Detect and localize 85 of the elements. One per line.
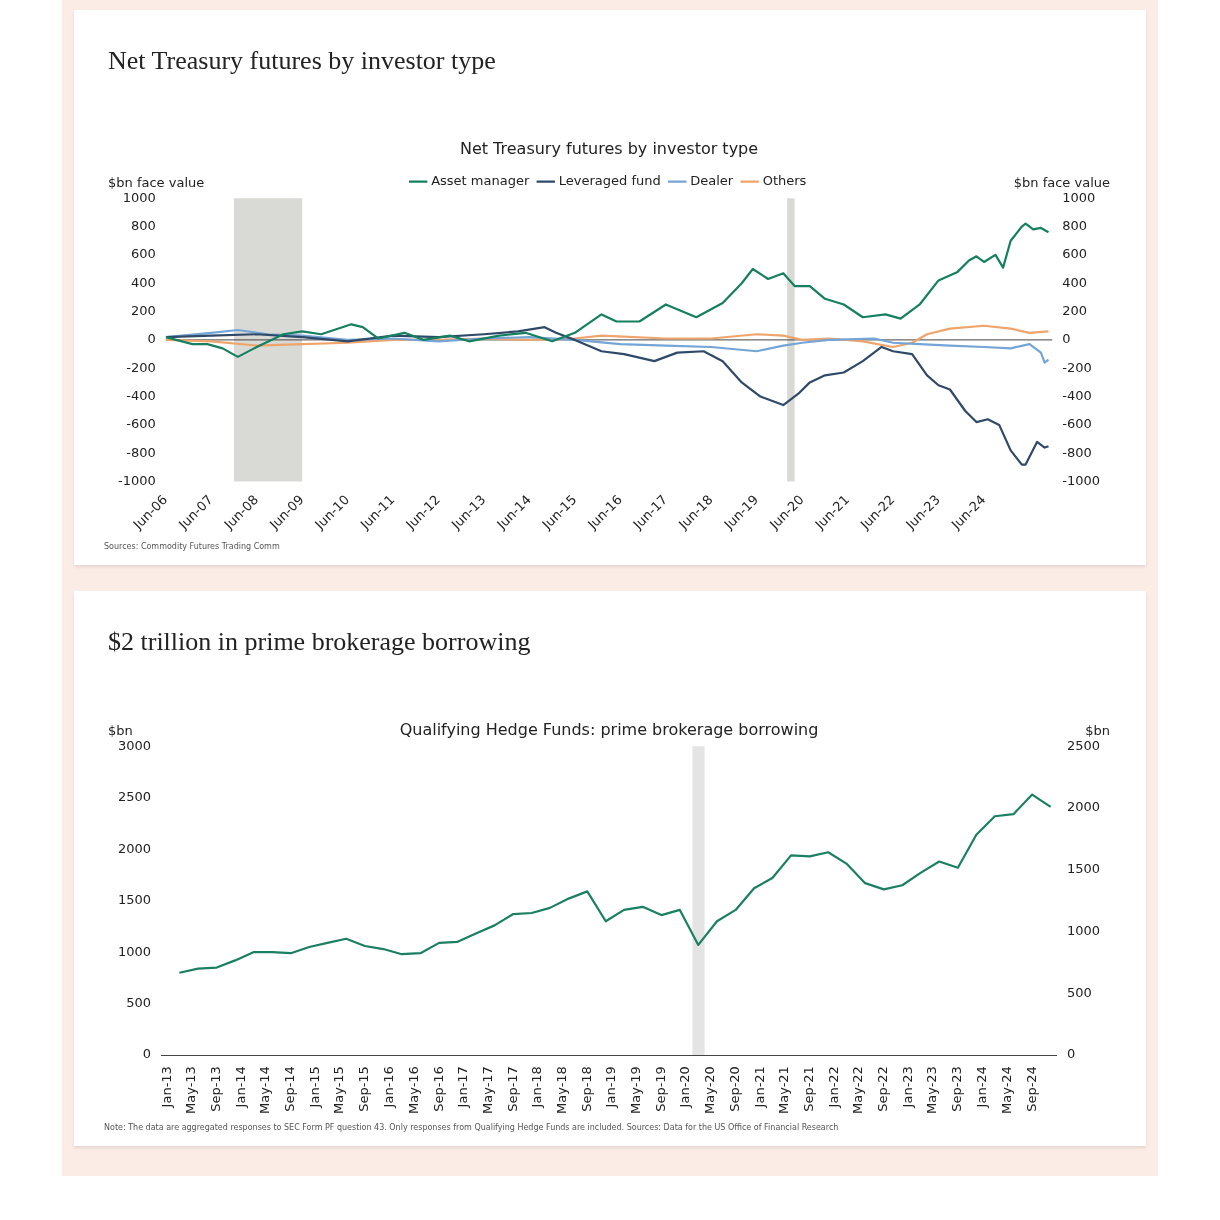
x-tick-label: May-15 (331, 1066, 347, 1115)
x-tick-label: Sep-19 (652, 1066, 668, 1112)
y2-tick-label: 600 (1062, 246, 1088, 262)
chart-subtitle: Net Treasury futures by investor type (459, 138, 759, 158)
legend-label: Leveraged fund (558, 173, 661, 189)
y-tick-label: -400 (126, 387, 156, 403)
legend-label: Others (762, 173, 807, 189)
x-tick-label: Jan-13 (158, 1066, 174, 1109)
y-axis-title: $bn face value (108, 175, 205, 191)
x-tick-label: Jan-16 (380, 1066, 396, 1109)
y-tick-label: 500 (126, 995, 152, 1011)
x-tick-label: May-22 (850, 1066, 866, 1115)
x-tick-label: Sep-14 (282, 1066, 298, 1112)
y2-tick-label: 2500 (1066, 737, 1101, 753)
y-tick-label: 3000 (117, 737, 152, 753)
y2-tick-label: 2000 (1066, 799, 1101, 815)
x-tick-label: Sep-17 (504, 1066, 520, 1112)
y-tick-label: -1000 (117, 472, 156, 488)
y-tick-label: 400 (130, 274, 156, 290)
x-tick-label: May-18 (553, 1066, 569, 1115)
y2-tick-label: -1000 (1062, 472, 1101, 488)
y2-tick-label: 1000 (1062, 189, 1096, 205)
y2-axis-title: $bn (1085, 723, 1110, 739)
x-tick-label: May-17 (479, 1066, 495, 1115)
x-tick-label: Sep-20 (727, 1066, 743, 1112)
x-tick-label: Jan-15 (306, 1066, 322, 1109)
y-tick-label: 800 (130, 217, 156, 233)
chart-subtitle: Qualifying Hedge Funds: prime brokerage borrowing (399, 719, 819, 739)
x-tick-label: Sep-15 (356, 1066, 372, 1112)
y2-tick-label: 500 (1066, 984, 1092, 1000)
y2-tick-label: 0 (1062, 331, 1071, 347)
y2-tick-label: 200 (1062, 302, 1088, 318)
x-tick-label: Jan-20 (677, 1066, 693, 1109)
x-tick-label: Jan-14 (232, 1066, 248, 1109)
x-tick-label: May-24 (998, 1066, 1014, 1115)
y-tick-label: 2500 (117, 789, 152, 805)
x-tick-label: Sep-21 (801, 1066, 817, 1112)
y-axis-title: $bn (108, 723, 133, 739)
text: Note: The data are aggregated responses to SEC Form PF question 43. Only responses from Qualifying Hedge Funds are included. Sources: Data for the US Office of Financial Research (104, 1123, 840, 1132)
x-tick-label: May-14 (257, 1066, 273, 1115)
x-tick-label: Jan-22 (825, 1066, 841, 1109)
x-tick-label: Jan-23 (899, 1066, 915, 1109)
y-tick-label: 2000 (117, 840, 152, 856)
legend-label: Dealer (690, 173, 734, 189)
y-tick-label: -200 (126, 359, 156, 375)
y2-tick-label: -600 (1062, 416, 1092, 432)
y2-tick-label: 400 (1062, 274, 1088, 290)
x-tick-label: May-13 (183, 1066, 199, 1115)
x-tick-label: Sep-23 (949, 1066, 965, 1112)
chart-title: Net Treasury futures by investor type (108, 46, 497, 76)
x-tick-label: Sep-16 (430, 1066, 446, 1112)
source-note: Sources: Commodity Futures Trading Comm (104, 542, 281, 551)
x-tick-label: Jan-24 (974, 1066, 990, 1109)
y-tick-label: 0 (147, 331, 156, 347)
x-tick-label: May-20 (702, 1066, 718, 1115)
x-tick-label: Jan-19 (603, 1066, 619, 1109)
y2-tick-label: 1000 (1066, 922, 1101, 938)
y-tick-label: -600 (126, 416, 156, 432)
x-tick-label: May-21 (776, 1066, 792, 1115)
x-tick-label: May-23 (924, 1066, 940, 1115)
y-tick-label: 0 (142, 1046, 152, 1062)
y2-axis-title: $bn face value (1013, 175, 1110, 191)
x-tick-label: May-19 (627, 1066, 643, 1115)
y-tick-label: 1000 (122, 189, 156, 205)
y2-tick-label: -800 (1062, 444, 1092, 460)
x-tick-label: Jan-21 (751, 1066, 767, 1109)
x-tick-label: May-16 (405, 1066, 421, 1115)
y-tick-label: -800 (126, 444, 156, 460)
x-tick-label: Jan-18 (529, 1066, 545, 1109)
x-tick-label: Sep-22 (875, 1066, 891, 1112)
x-tick-label: Jan-17 (455, 1066, 471, 1109)
x-tick-label: Sep-24 (1023, 1066, 1039, 1112)
y2-tick-label: 0 (1066, 1046, 1076, 1062)
y2-tick-label: -400 (1062, 387, 1092, 403)
y-tick-label: 200 (130, 302, 156, 318)
chart-title: $2 trillion in prime brokerage borrowing (108, 627, 532, 657)
y2-tick-label: 1500 (1066, 861, 1101, 877)
x-tick-label: Sep-13 (208, 1066, 224, 1112)
y2-tick-label: 800 (1062, 217, 1088, 233)
y-tick-label: 1500 (117, 892, 152, 908)
y-tick-label: 600 (130, 246, 156, 262)
x-tick-label: Sep-18 (578, 1066, 594, 1112)
y2-tick-label: -200 (1062, 359, 1092, 375)
y-tick-label: 1000 (117, 943, 152, 959)
legend-label: Asset manager (431, 173, 530, 189)
